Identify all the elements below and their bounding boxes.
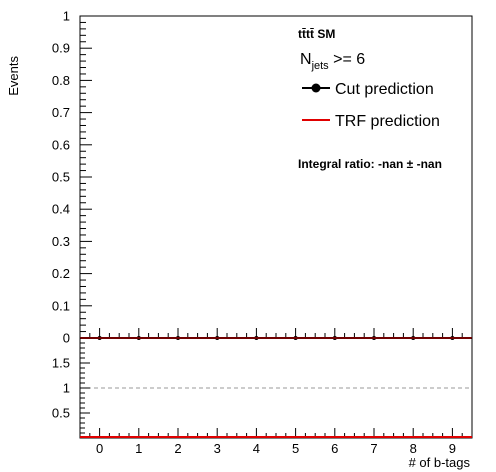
y-tick-label: 0.2 (52, 266, 70, 281)
y-tick-label: 0.5 (52, 170, 70, 185)
main-panel: 0 0.1 0.2 0.3 0.4 0.5 0.6 0.7 0.8 0.9 1 Events tt̄… (6, 9, 473, 346)
main-y-axis: 0 0.1 0.2 0.3 0.4 0.5 0.6 0.7 0.8 0.9 1 (52, 9, 92, 346)
ratio-data-point (255, 436, 258, 438)
njets-label: Njets >= 6 (300, 51, 365, 72)
sample-label: tt̄tt̄ SM (298, 27, 335, 41)
x-tick-label: 0 (96, 441, 103, 456)
ratio-data-point (137, 436, 140, 438)
legend-cut-label: Cut prediction (335, 81, 434, 98)
ratio-data-point (177, 436, 179, 438)
legend-cut-marker (311, 83, 321, 93)
x-tick-label: 7 (370, 441, 377, 456)
legend-entry-cut: Cut prediction (302, 81, 434, 98)
ratio-y-axis: 0.5 1 1.5 (52, 342, 90, 434)
ratio-data-point (451, 436, 454, 438)
x-tick-label: 4 (253, 441, 260, 456)
ratio-data-point (373, 436, 375, 438)
y-tick-label: 1 (63, 9, 70, 24)
y-tick-label: 0.6 (52, 137, 70, 152)
x-axis: 0 1 2 3 4 5 6 7 8 9 (79, 428, 473, 456)
x-axis-title: # of b-tags (409, 455, 471, 470)
ratio-panel: 0.5 1 1.5 0 1 2 3 4 5 6 7 8 9 # of b-tags (52, 337, 473, 470)
x-tick-label: 9 (449, 441, 456, 456)
y-tick-label: 0 (63, 331, 70, 346)
ratio-data-point (294, 436, 297, 438)
legend-trf-label: TRF prediction (335, 113, 440, 130)
integral-ratio-label: Integral ratio: -nan ± -nan (298, 157, 442, 171)
ratio-data-point (412, 436, 415, 438)
x-tick-label: 3 (214, 441, 221, 456)
y-tick-label: 0.3 (52, 234, 70, 249)
njets-cut: >= 6 (329, 51, 366, 68)
y-tick-label: 0.9 (52, 41, 70, 56)
main-frame (79, 15, 473, 339)
ratio-data (80, 436, 472, 438)
legend: Cut prediction TRF prediction (302, 81, 440, 130)
y-tick-label: 0.4 (52, 202, 70, 217)
x-tick-label: 6 (331, 441, 338, 456)
njets-sub: jets (311, 60, 330, 72)
y-axis-title: Events (6, 56, 21, 96)
x-tick-label: 1 (135, 441, 142, 456)
y-tick-label: 1.5 (52, 356, 70, 371)
legend-entry-trf: TRF prediction (302, 113, 440, 130)
njets-main: N (300, 51, 312, 68)
ratio-data-point (216, 436, 219, 438)
ratio-data-point (98, 436, 101, 438)
ratio-data-point (333, 436, 336, 438)
y-tick-label: 0.7 (52, 105, 70, 120)
x-tick-label: 5 (292, 441, 299, 456)
x-tick-label: 2 (174, 441, 181, 456)
y-tick-label: 0.1 (52, 298, 70, 313)
y-tick-label: 1 (63, 381, 70, 396)
y-tick-label: 0.8 (52, 73, 70, 88)
x-tick-label: 8 (410, 441, 417, 456)
y-tick-label: 0.5 (52, 406, 70, 421)
svg-text:Njets >= 6: Njets >= 6 (300, 51, 365, 72)
